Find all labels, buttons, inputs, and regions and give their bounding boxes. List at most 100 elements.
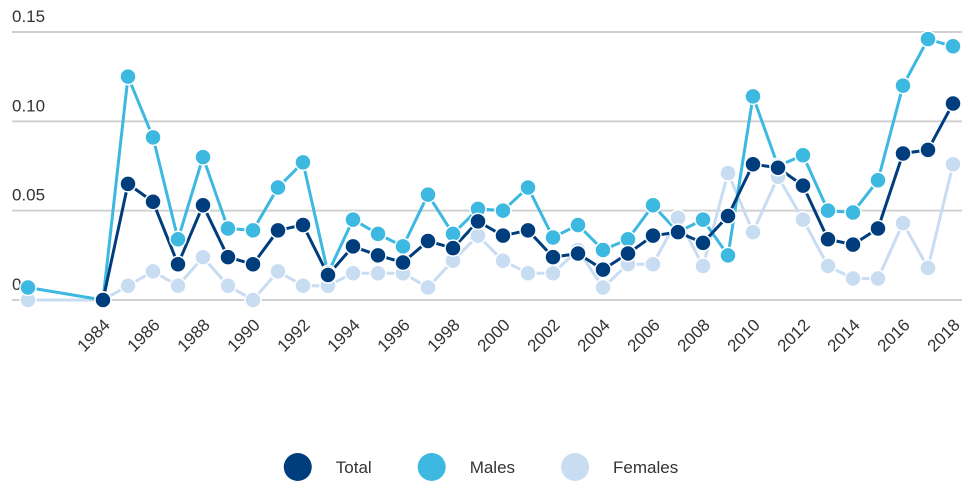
point xyxy=(719,246,737,265)
legend-label: Males xyxy=(470,458,515,477)
legend-swatch xyxy=(417,453,446,481)
point xyxy=(344,264,362,282)
point xyxy=(594,278,612,297)
point xyxy=(394,237,412,256)
point xyxy=(369,225,387,243)
point xyxy=(919,259,937,277)
point xyxy=(544,228,562,247)
point xyxy=(119,67,137,86)
point xyxy=(369,246,387,265)
point xyxy=(694,210,712,229)
point xyxy=(594,260,612,279)
point xyxy=(844,203,862,222)
point xyxy=(94,291,112,309)
x-tick-label: 1988 xyxy=(174,315,214,355)
point xyxy=(294,153,312,172)
legend-label: Total xyxy=(336,458,372,477)
x-tick-label: 2010 xyxy=(724,315,764,355)
point xyxy=(219,248,237,266)
point xyxy=(594,241,612,259)
point xyxy=(719,207,737,225)
point xyxy=(569,216,587,234)
point xyxy=(494,226,512,245)
point xyxy=(369,264,387,282)
point xyxy=(194,196,212,215)
point xyxy=(219,219,237,238)
x-tick-label: 1998 xyxy=(424,315,464,355)
point xyxy=(419,232,437,250)
x-tick-label: 1984 xyxy=(74,315,114,355)
point xyxy=(894,214,912,232)
x-tick-label: 1986 xyxy=(124,315,164,355)
point xyxy=(744,87,762,106)
point xyxy=(794,210,812,229)
legend-swatch xyxy=(283,453,312,481)
x-tick-label: 2012 xyxy=(774,315,814,355)
point xyxy=(519,264,537,282)
point xyxy=(519,221,537,240)
point xyxy=(819,257,837,275)
point xyxy=(694,257,712,275)
point xyxy=(144,128,162,147)
x-tick-label: 1994 xyxy=(324,315,364,355)
point xyxy=(294,276,312,295)
point xyxy=(394,253,412,272)
point xyxy=(144,262,162,281)
x-tick-label: 1992 xyxy=(274,315,314,355)
point xyxy=(19,278,37,297)
legend: Total Males Females xyxy=(283,453,678,481)
x-tick-label: 1990 xyxy=(224,315,264,355)
point xyxy=(469,212,487,231)
point xyxy=(844,235,862,254)
y-tick-label: 0 xyxy=(12,275,21,294)
point xyxy=(644,255,662,274)
x-tick-label: 2000 xyxy=(474,315,514,355)
point xyxy=(244,221,262,240)
x-tick-label: 2006 xyxy=(624,315,664,355)
point xyxy=(194,148,212,166)
point xyxy=(544,248,562,266)
point xyxy=(419,185,437,204)
point xyxy=(519,178,537,197)
point xyxy=(494,251,512,270)
x-tick-label: 2018 xyxy=(924,315,962,355)
point xyxy=(919,141,937,159)
point xyxy=(944,37,962,56)
legend-label: Females xyxy=(613,458,678,477)
point xyxy=(169,276,187,295)
point xyxy=(269,221,287,240)
point xyxy=(744,155,762,173)
point xyxy=(544,264,562,282)
point xyxy=(169,230,187,249)
point xyxy=(844,269,862,288)
point xyxy=(269,262,287,281)
y-tick-label: 0.05 xyxy=(12,186,45,205)
point xyxy=(819,230,837,249)
point xyxy=(669,223,687,241)
legend-swatch xyxy=(561,453,590,481)
x-tick-label: 2016 xyxy=(874,315,914,355)
point xyxy=(494,201,512,220)
point xyxy=(219,276,237,295)
point xyxy=(894,144,912,163)
y-tick-label: 0.10 xyxy=(12,96,45,115)
point xyxy=(869,219,887,238)
point xyxy=(744,223,762,241)
point xyxy=(944,155,962,173)
x-tick-label: 2004 xyxy=(574,315,614,355)
point xyxy=(869,171,887,190)
point xyxy=(294,216,312,234)
x-tick-label: 1996 xyxy=(374,315,414,355)
point xyxy=(619,244,637,263)
point xyxy=(869,269,887,288)
point xyxy=(444,239,462,257)
point xyxy=(319,266,337,284)
point xyxy=(269,178,287,197)
point xyxy=(719,164,737,182)
point xyxy=(344,237,362,256)
x-tick-label: 2014 xyxy=(824,315,864,355)
point xyxy=(144,192,162,211)
point xyxy=(244,255,262,274)
x-tick-label: 2008 xyxy=(674,315,714,355)
